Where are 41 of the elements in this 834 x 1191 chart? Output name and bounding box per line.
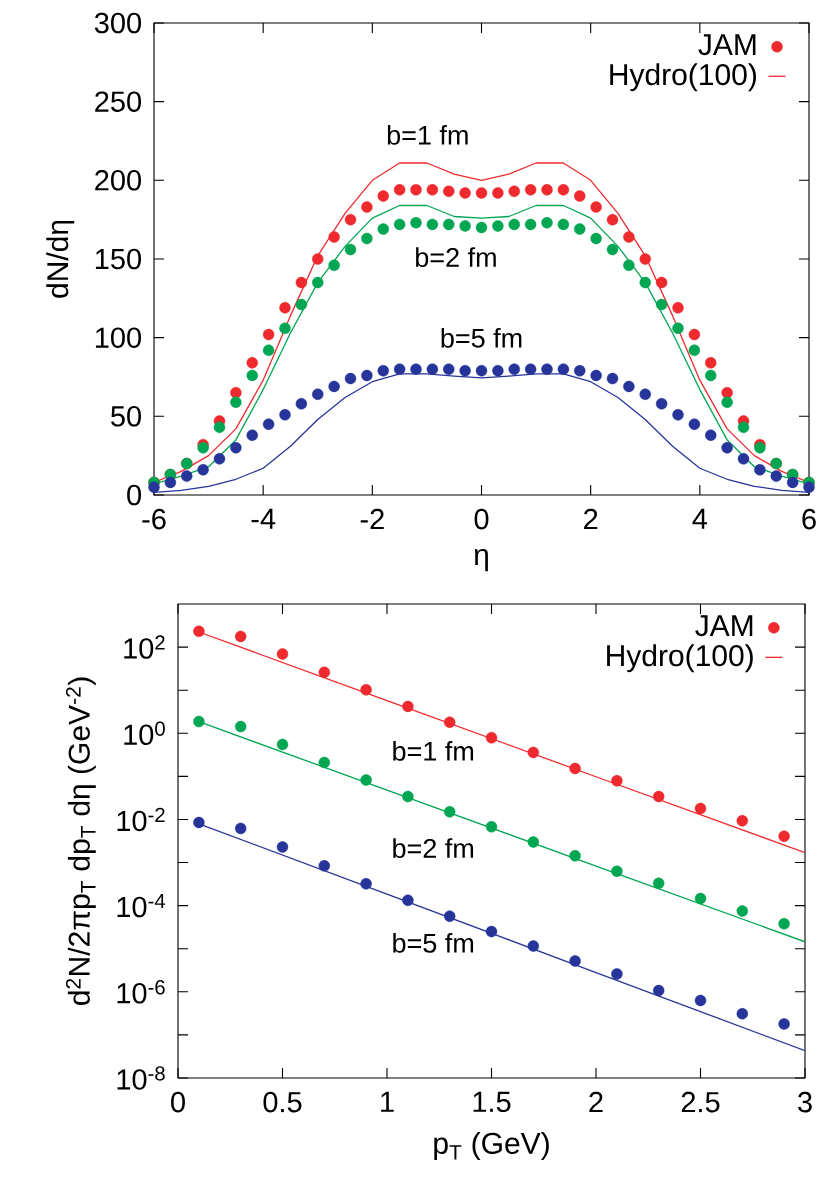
x-tick-label: 2: [589, 1091, 603, 1113]
x-tick-label: 0: [474, 508, 489, 530]
y-tick-label: 10$^{-8}$: [117, 1066, 165, 1090]
y-tick-label: 10$^{-2}$: [117, 807, 165, 832]
x-tick-label: 1.5: [473, 1091, 511, 1113]
y-tick-label: 10$^{-4}$: [117, 894, 166, 918]
x-tick-label: 0.5: [263, 1091, 302, 1113]
y-tick-label: 0: [127, 484, 142, 506]
x-tick-label: 3: [798, 1091, 812, 1113]
x-tick-label: 4: [692, 508, 708, 529]
x-tick-label: 2.5: [681, 1091, 720, 1113]
text: d$^{2}$N/2πp$_{T}$ dp$_{T}$ dη (GeV$^{-2}$): [65, 677, 96, 1005]
annotation: b=1 fm: [387, 124, 468, 145]
annotation: b=2 fm: [416, 247, 496, 268]
y-tick-label: 10$^{2}$: [124, 635, 165, 659]
legend-label: JAM: [695, 615, 753, 637]
y-tick-label: 10$^{-6}$: [117, 980, 165, 1004]
y-tick-label: 10$^{0}$: [124, 721, 165, 745]
x-tick-label: -6: [142, 508, 166, 530]
x-tick-label: 2: [584, 508, 598, 530]
x-tick-label: 0: [171, 1091, 185, 1113]
y-tick-label: 250: [95, 91, 141, 112]
y-tick-label: 200: [95, 170, 141, 191]
y-axis-title: dN/dη: [46, 220, 75, 298]
y-tick-label: 100: [95, 327, 141, 348]
x-axis-title: p$_{T}$ (GeV): [434, 1131, 549, 1160]
annotation: b=5 fm: [393, 933, 474, 953]
y-tick-label: 300: [94, 12, 141, 34]
annotation: b=5 fm: [441, 327, 522, 348]
x-tick-label: -4: [251, 508, 276, 529]
x-tick-label: 1: [381, 1091, 394, 1112]
annotation: b=1 fm: [393, 741, 474, 761]
x-tick-label: 6: [802, 508, 816, 530]
x-axis-title: η: [474, 548, 488, 572]
legend-label: Hydro(100): [610, 63, 756, 92]
y-tick-label: 50: [111, 406, 141, 427]
x-tick-label: -2: [360, 508, 384, 530]
annotation: b=2 fm: [393, 838, 474, 859]
legend-label: Hydro(100): [607, 644, 753, 673]
y-tick-label: 150: [95, 248, 141, 270]
legend-label: JAM: [698, 34, 756, 56]
